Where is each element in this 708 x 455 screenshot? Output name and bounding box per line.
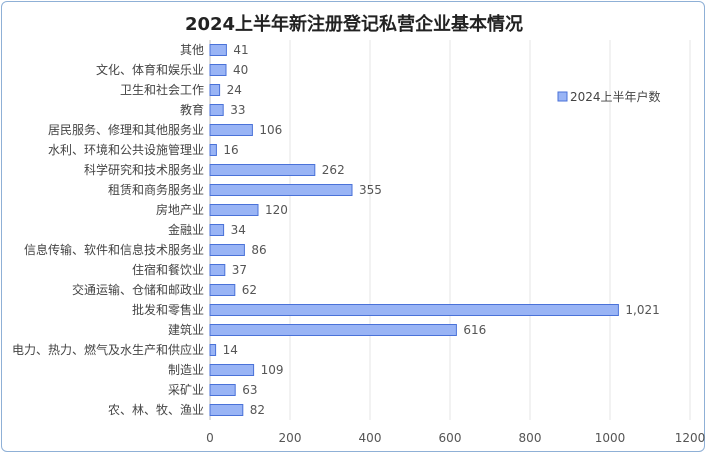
data-label: 120 [265,203,288,217]
data-label: 355 [359,183,382,197]
data-label: 33 [230,103,245,117]
data-label: 63 [242,383,257,397]
category-label: 其他 [180,43,204,57]
data-label: 109 [261,363,284,377]
bar [209,104,224,116]
bar [209,224,225,236]
x-tick-label: 600 [439,431,462,445]
bar [209,264,226,276]
legend-swatch [557,91,568,102]
category-label: 文化、体育和娱乐业 [96,62,204,77]
x-tick-label: 800 [519,431,542,445]
x-tick-label: 1200 [675,431,706,445]
category-label: 批发和零售业 [132,302,204,317]
data-label: 86 [251,243,266,257]
bar [209,144,217,156]
x-tick-label: 1000 [595,431,626,445]
chart-title: 2024上半年新注册登记私营企业基本情况 [184,14,524,35]
category-label: 教育 [180,102,204,117]
data-label: 1,021 [625,303,659,317]
bar [209,364,255,376]
category-label: 农、林、牧、渔业 [108,403,204,417]
data-label: 41 [233,43,248,57]
category-label: 采矿业 [168,383,204,397]
bar [209,204,259,216]
legend: 2024上半年户数 [557,89,661,104]
data-label: 14 [223,343,238,357]
bar [209,184,353,196]
data-label: 82 [250,403,265,417]
category-label: 科学研究和技术服务业 [84,162,204,177]
bar [209,404,244,416]
legend-label: 2024上半年户数 [570,89,661,104]
bar [209,84,221,96]
bar [209,44,227,56]
bar [209,164,316,176]
category-label: 交通运输、仓储和邮政业 [72,282,204,297]
category-label: 卫生和社会工作 [120,82,204,97]
bar [209,284,236,296]
x-tick-label: 0 [206,431,214,445]
category-label: 住宿和餐饮业 [132,262,204,277]
category-label: 居民服务、修理和其他服务业 [48,122,204,137]
data-label: 34 [231,223,246,237]
data-label: 16 [223,143,238,157]
data-label: 62 [242,283,257,297]
labels: 0 200 400 600 800 1000 1200 其他 41 文化、体育和娱乐业 40 卫生和社… [12,43,705,445]
bar [209,344,217,356]
category-label: 房地产业 [156,202,204,217]
category-label: 电力、热力、燃气及水生产和供应业 [12,342,204,357]
category-label: 制造业 [168,363,204,377]
category-label: 信息传输、软件和信息技术服务业 [24,242,204,257]
data-label: 616 [463,323,486,337]
data-label: 40 [233,63,248,77]
category-label: 建筑业 [168,322,204,337]
bars [209,44,619,416]
bar [209,64,227,76]
category-label: 金融业 [168,222,204,237]
data-label: 37 [232,263,247,277]
bar [209,304,619,316]
category-label: 租赁和商务服务业 [108,182,204,197]
bar [209,124,253,136]
data-label: 106 [259,123,282,137]
bar [209,244,245,256]
x-tick-label: 200 [279,431,302,445]
data-label: 24 [227,83,242,97]
x-tick-label: 400 [359,431,382,445]
bar [209,384,236,396]
category-label: 水利、环境和公共设施管理业 [48,142,204,157]
data-label: 262 [322,163,345,177]
bar [209,324,457,336]
